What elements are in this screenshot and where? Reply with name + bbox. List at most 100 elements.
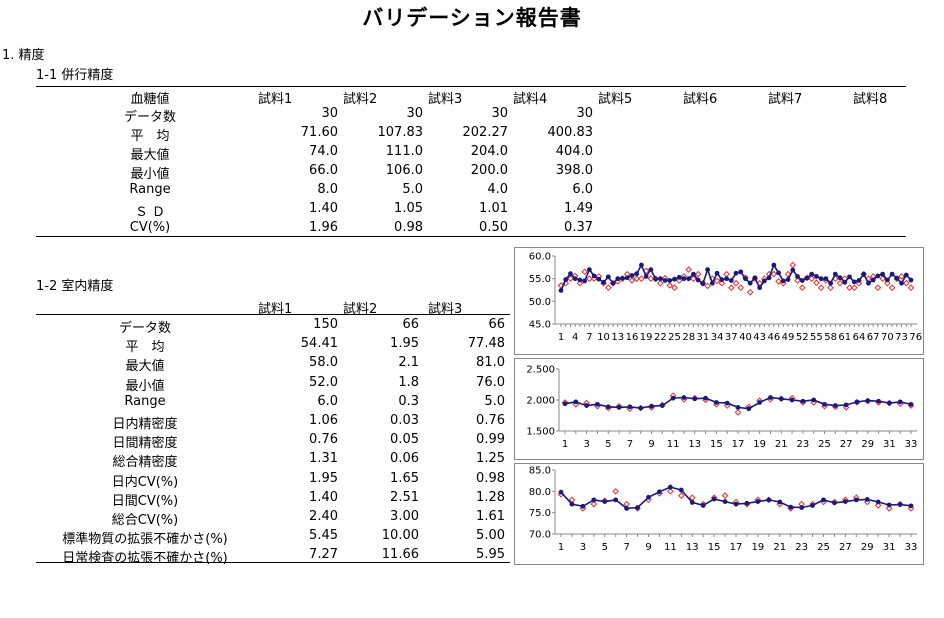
table1-bottom-rule [36, 236, 906, 237]
series-a-point [847, 274, 852, 280]
series-a-point [629, 273, 635, 278]
column-header: 試料6 [683, 92, 718, 107]
series-a-point [870, 277, 876, 283]
x-tick-label: 49 [782, 332, 795, 343]
series-a-point [615, 276, 621, 282]
table-cell: 66.0 [309, 163, 338, 178]
row-label: 最小値 [125, 379, 165, 394]
series-a-point [627, 404, 633, 410]
table-cell: 4.0 [487, 182, 508, 197]
section-heading: 1. 精度 [2, 48, 45, 63]
series-a-point [761, 278, 767, 284]
chart-svg: 45.050.055.060.01 4 7 10 13 16 19 22 25 28 31 34 37 4… [529, 252, 922, 344]
series-a-point [894, 275, 900, 281]
series-a-point [886, 502, 892, 508]
series-a-point [854, 399, 860, 405]
chart-svg: 70.075.080.085.01 3 5 7 9 11 13 15 17 19 21 23 25 27 2… [529, 466, 918, 554]
table-cell: 77.48 [467, 336, 505, 351]
table-cell: 111.0 [385, 144, 423, 159]
table-cell: 398.0 [555, 163, 593, 178]
table-cell: 11.66 [381, 547, 419, 562]
table-cell: 1.8 [398, 375, 419, 390]
series-b-point [907, 284, 915, 292]
table-cell: 10.00 [381, 528, 419, 543]
series-a-point [586, 267, 592, 272]
series-a-point [705, 267, 711, 272]
series-a-point [724, 276, 729, 282]
x-tick-label: 15 [710, 439, 723, 450]
x-tick-label: 7 [627, 439, 633, 450]
table-cell: 5.0 [402, 182, 423, 197]
series-a-point [657, 489, 662, 495]
series-b-point [657, 279, 664, 287]
series-a-point [795, 274, 800, 279]
y-tick-label: 1.500 [526, 427, 555, 438]
series-a-point [689, 500, 695, 505]
series-a-point [766, 497, 772, 503]
series-a-point [832, 403, 838, 408]
table-corner-label: 血糖値 [130, 92, 170, 107]
x-tick-label: 27 [840, 439, 853, 450]
series-b-point [850, 284, 858, 292]
series-a-point [785, 277, 791, 282]
series-a-point [662, 278, 668, 283]
table-cell: 58.0 [309, 355, 338, 370]
column-header: 試料7 [768, 92, 803, 107]
series-a-point [733, 270, 739, 276]
series-a-point [856, 278, 862, 283]
row-label: 最大値 [130, 148, 170, 163]
series-b-point [775, 278, 782, 285]
table-cell: 1.61 [476, 509, 505, 524]
x-tick-label: 46 [767, 332, 780, 343]
x-tick-label: 11 [664, 542, 677, 553]
table-cell: 1.01 [479, 201, 508, 216]
series-a-point [638, 405, 644, 411]
series-b-point [884, 279, 891, 287]
series-b-point [885, 505, 893, 512]
series-a-point [876, 398, 881, 404]
y-tick-label: 55.0 [529, 274, 551, 285]
series-a-point [832, 500, 837, 506]
table-cell: 1.96 [309, 220, 338, 235]
series-a-point [897, 502, 903, 507]
series-b-point [727, 284, 735, 292]
column-header: 試料8 [853, 92, 888, 107]
series-a-point [639, 262, 644, 268]
x-tick-label: 23 [795, 542, 808, 553]
series-a-point [822, 401, 827, 407]
series-b-point [770, 270, 778, 278]
series-b-point [704, 282, 711, 290]
table-cell: 2.51 [390, 490, 419, 505]
series-b-point [737, 284, 745, 292]
table-cell: 8.0 [317, 182, 338, 197]
series-b-point [898, 273, 905, 280]
series-a-point [558, 288, 564, 293]
row-label: Range [129, 182, 171, 197]
row-label: 日内精密度 [112, 417, 178, 432]
series-b-point [732, 279, 740, 287]
table-cell: 54.41 [300, 336, 338, 351]
series-a-point [646, 494, 651, 500]
row-label: Range [124, 394, 166, 409]
x-tick-label: 3 [580, 542, 586, 553]
table-cell: 200.0 [470, 163, 508, 178]
row-label: 最小値 [130, 167, 170, 182]
table-cell: 202.27 [462, 125, 509, 140]
series-b-point [846, 284, 853, 292]
x-tick-label: 15 [708, 542, 721, 553]
series-a-point [853, 497, 859, 503]
series-a-point [558, 489, 564, 495]
row-label: 日常検査の拡張不確かさ(%) [62, 551, 228, 566]
series-a-point [572, 276, 578, 282]
table-cell: 5.0 [484, 394, 505, 409]
series-a-point [569, 501, 575, 507]
series-a-point [804, 275, 810, 281]
x-tick-label: 37 [725, 332, 738, 343]
series-a-point [823, 276, 829, 282]
x-tick-label: 4 [572, 332, 578, 343]
series-a-point [908, 277, 914, 283]
series-b-point [784, 270, 792, 278]
series-a-point [659, 403, 665, 408]
series-a-point [584, 403, 590, 408]
series-a-line [560, 263, 912, 291]
